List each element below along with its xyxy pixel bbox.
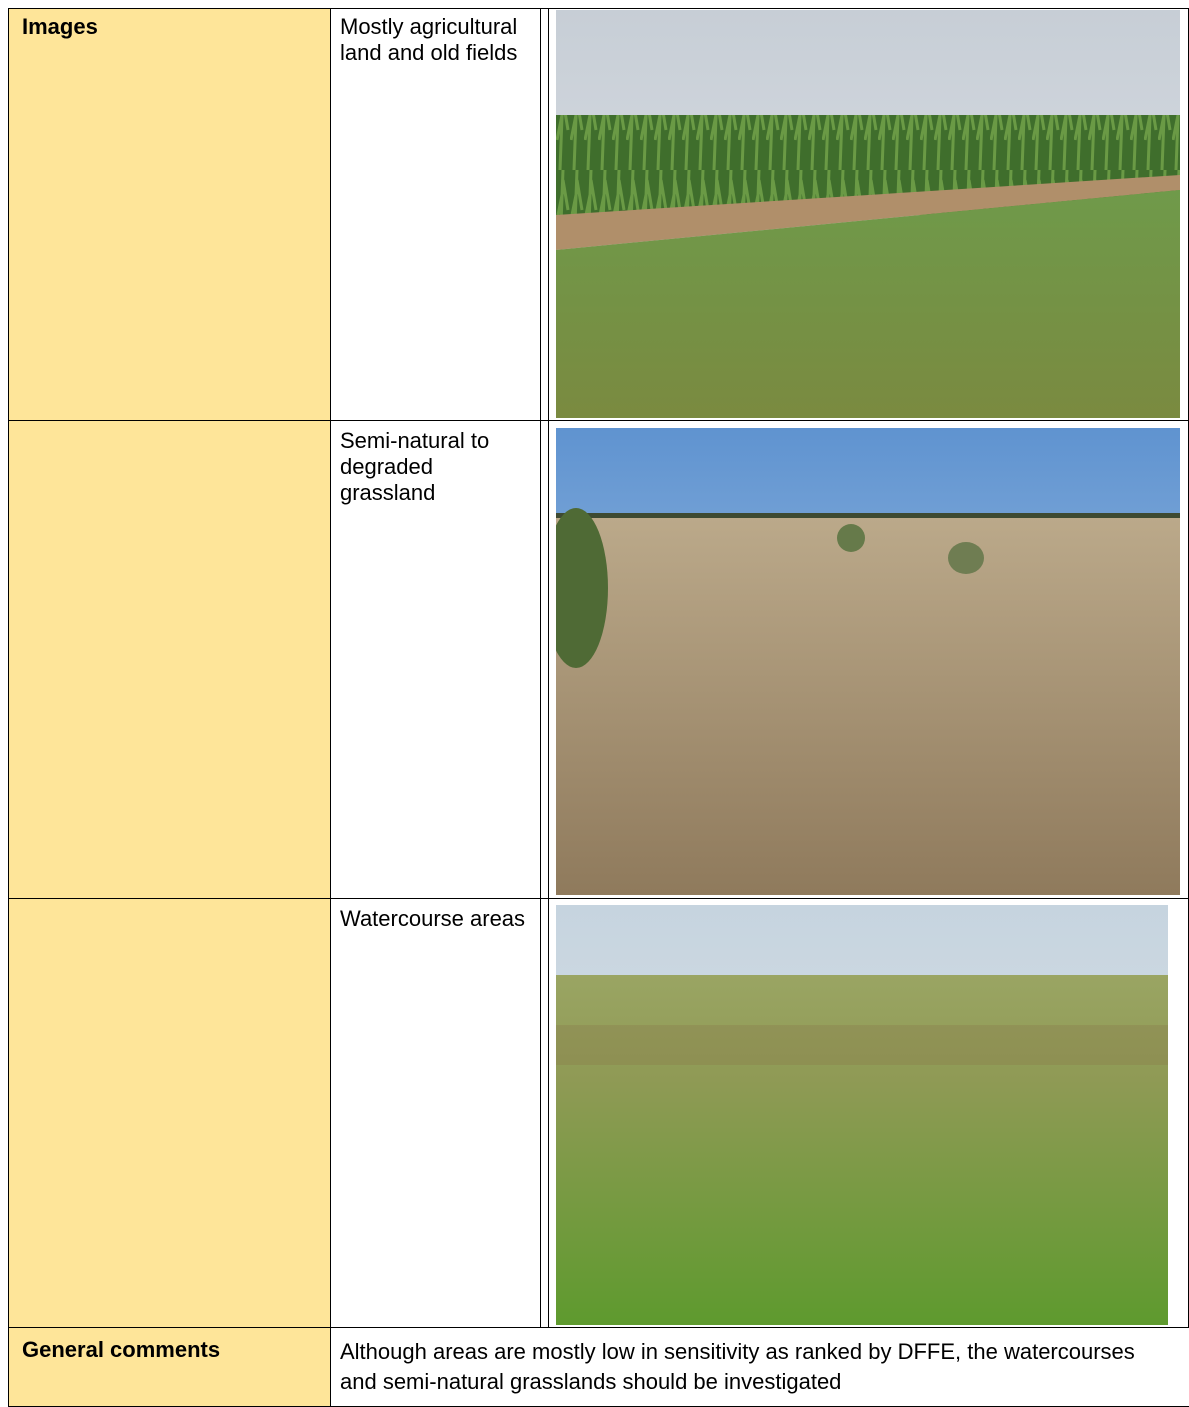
photo-grassland bbox=[556, 428, 1180, 895]
header-cell bbox=[8, 8, 331, 421]
caption-cell bbox=[330, 8, 541, 421]
photo-cornfield bbox=[556, 10, 1180, 418]
header-cell bbox=[8, 1327, 331, 1407]
row-header: Images bbox=[22, 14, 98, 39]
header-cell bbox=[8, 898, 331, 1328]
photo-watercourse bbox=[556, 905, 1168, 1325]
comments-text: Although areas are mostly low in sensiti… bbox=[340, 1339, 1135, 1394]
caption: Watercourse areas bbox=[340, 906, 526, 931]
caption: Semi-natural to degraded grassland bbox=[340, 428, 490, 505]
header-cell bbox=[8, 420, 331, 899]
caption-cell bbox=[330, 898, 541, 1328]
caption: Mostly agricultural land and old fields bbox=[340, 14, 518, 65]
row-header: General comments bbox=[22, 1337, 221, 1362]
